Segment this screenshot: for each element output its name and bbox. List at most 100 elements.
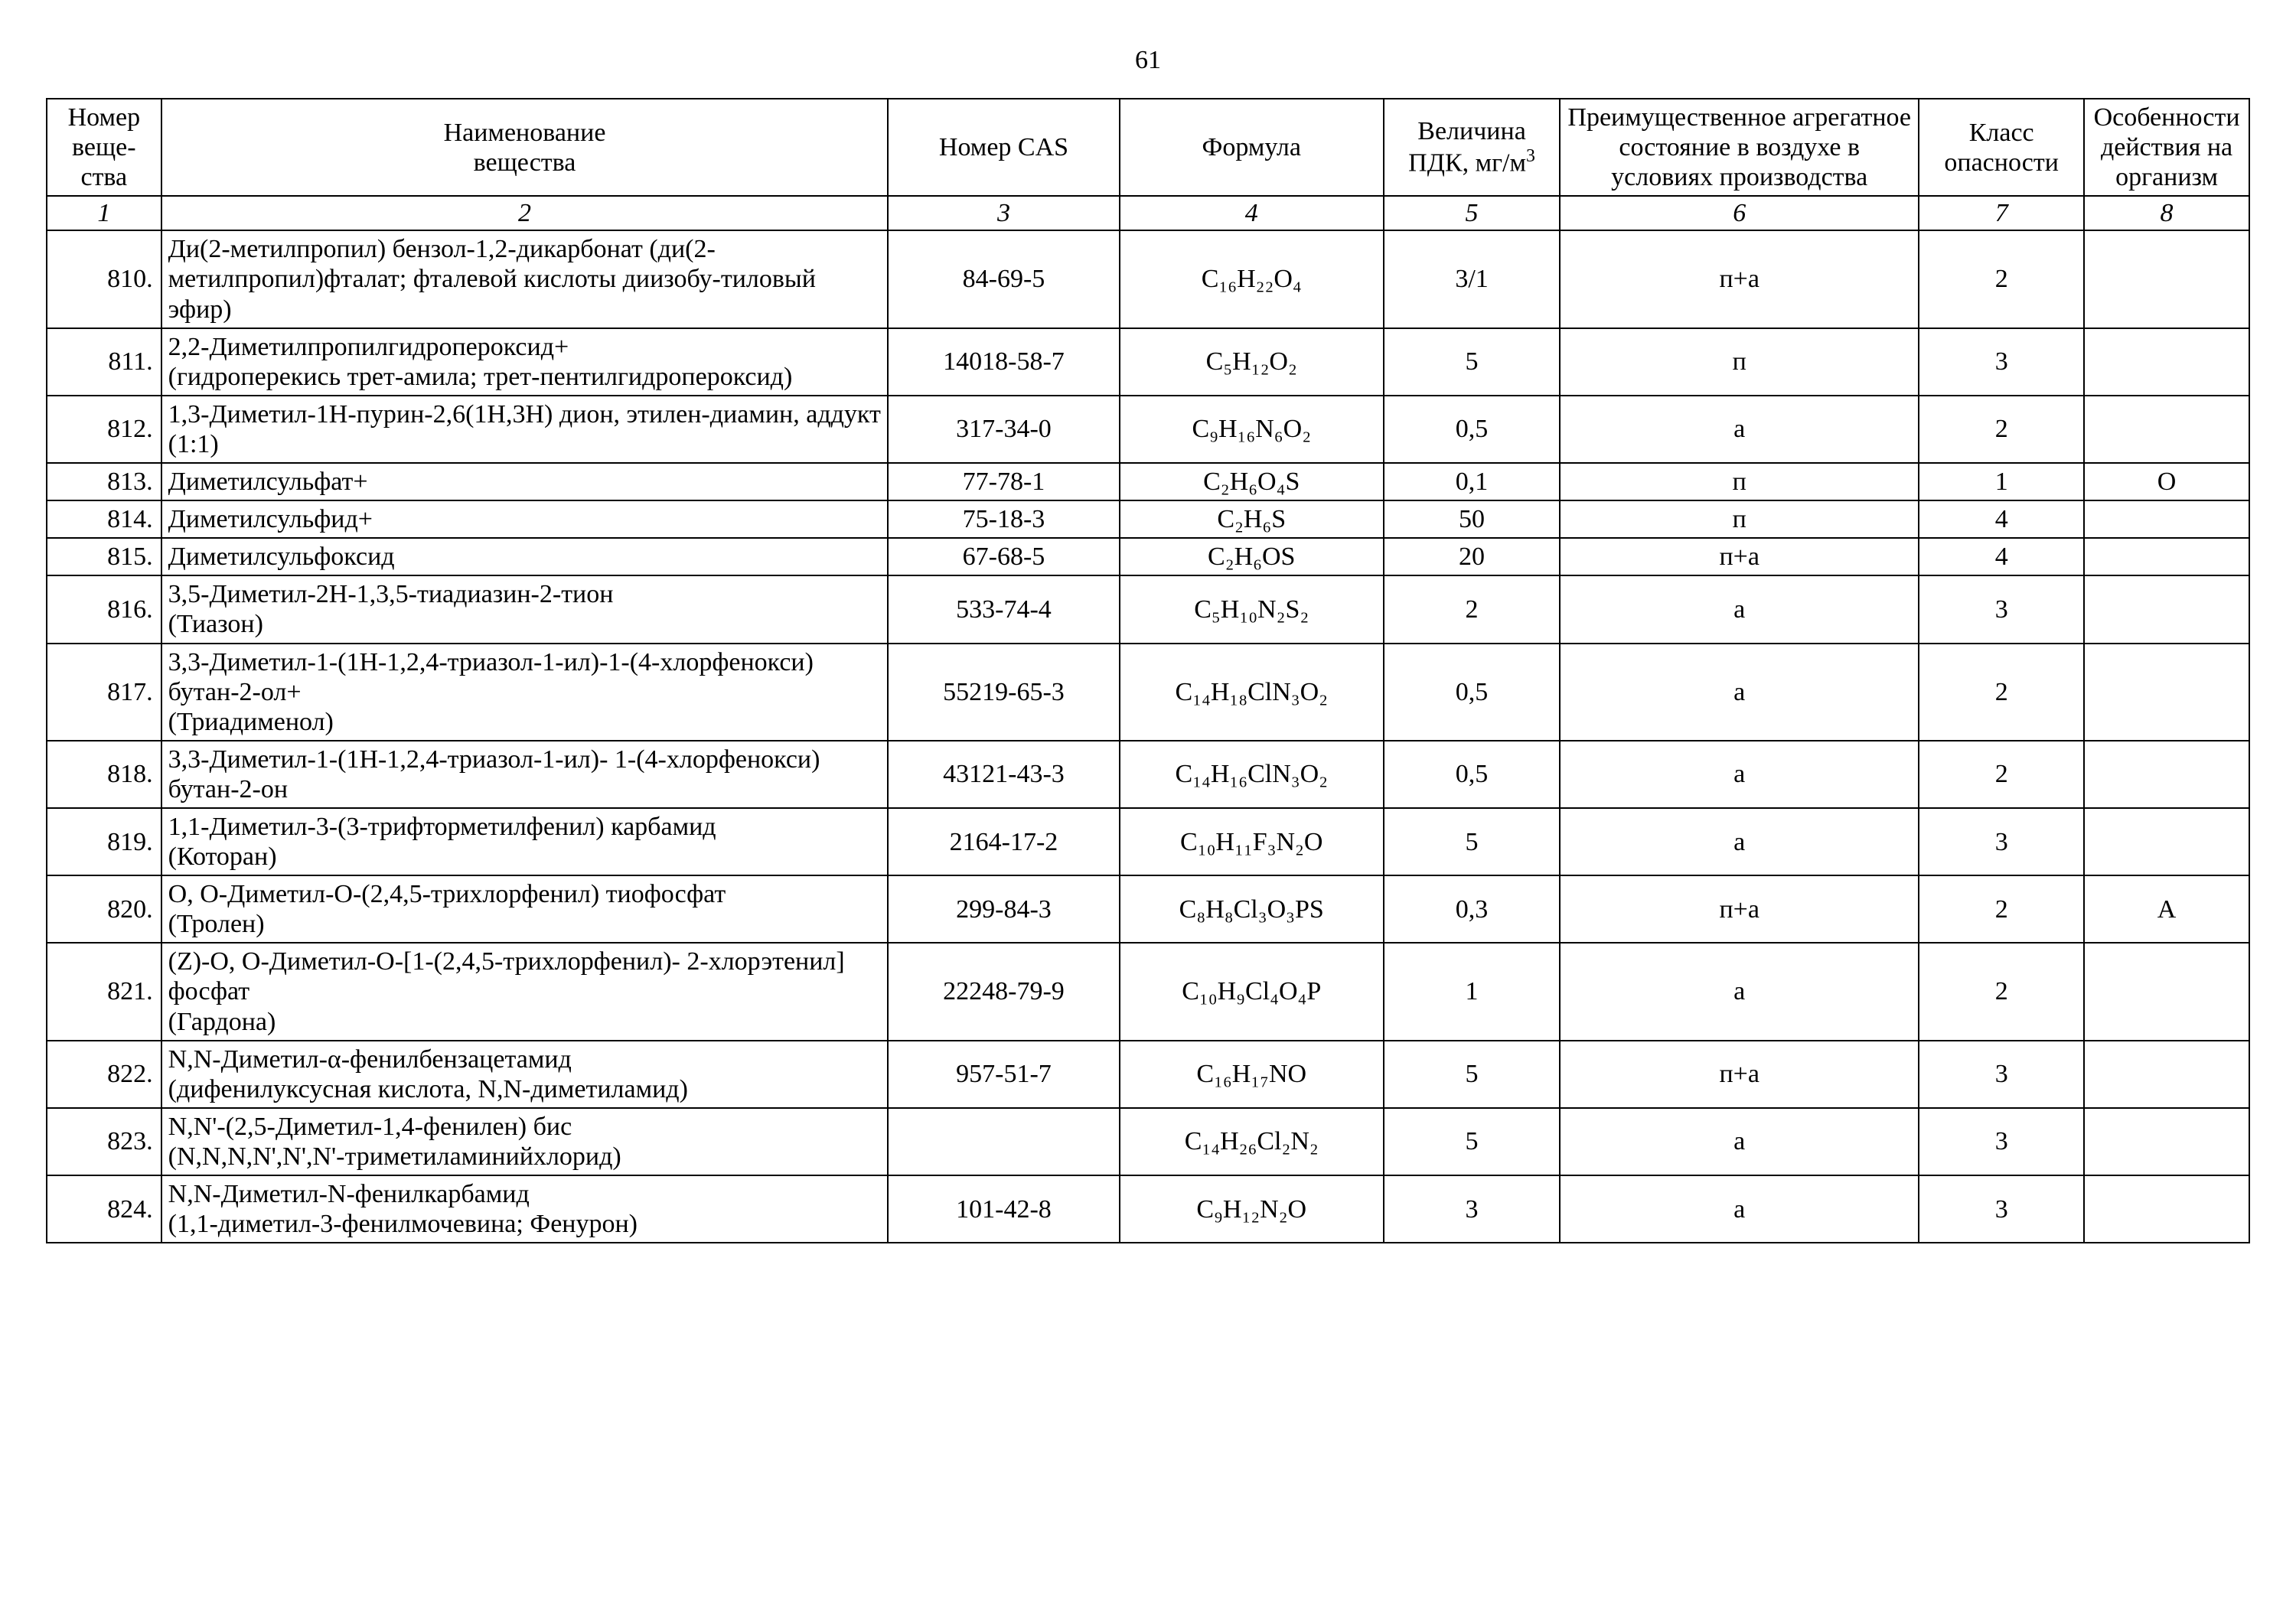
cell-formula: C₁₄H₁₆ClN₃O₂ <box>1120 741 1384 808</box>
cell-cas: 84-69-5 <box>888 230 1119 328</box>
cell-state: а <box>1560 741 1919 808</box>
cell-formula: C₉H₁₆N₆O₂ <box>1120 396 1384 463</box>
cell-state: а <box>1560 644 1919 741</box>
table-row: 814.Диметилсульфид+75-18-3C₂H₆S50п4 <box>47 500 2249 538</box>
table-row: 812.1,3-Диметил-1Н-пурин-2,6(1Н,3Н) дион… <box>47 396 2249 463</box>
cell-num: 815. <box>47 538 161 575</box>
cell-state: п+а <box>1560 538 1919 575</box>
cell-hazard: 4 <box>1919 538 2084 575</box>
cell-pdk: 2 <box>1384 575 1560 643</box>
table-row: 824.N,N-Диметил-N-фенилкарбамид(1,1-диме… <box>47 1175 2249 1243</box>
table-row: 822.N,N-Диметил-α-фенилбензацетамид(дифе… <box>47 1041 2249 1108</box>
cell-pdk: 1 <box>1384 943 1560 1040</box>
cell-name: 3,3-Диметил-1-(1Н-1,2,4-триазол-1-ил)- 1… <box>161 741 889 808</box>
cell-num: 824. <box>47 1175 161 1243</box>
cell-hazard: 2 <box>1919 875 2084 943</box>
table-colnum-cell: 8 <box>2084 196 2249 230</box>
cell-formula: C₉H₁₂N₂O <box>1120 1175 1384 1243</box>
cell-formula: C₂H₆OS <box>1120 538 1384 575</box>
cell-effect <box>2084 1175 2249 1243</box>
substances-table: Номер веще-стваНаименованиевеществаНомер… <box>46 98 2250 1243</box>
cell-name: Диметилсульфид+ <box>161 500 889 538</box>
cell-num: 818. <box>47 741 161 808</box>
cell-hazard: 3 <box>1919 575 2084 643</box>
cell-cas: 317-34-0 <box>888 396 1119 463</box>
table-header-cell: Номер CAS <box>888 99 1119 196</box>
cell-pdk: 3/1 <box>1384 230 1560 328</box>
cell-state: а <box>1560 1175 1919 1243</box>
cell-hazard: 3 <box>1919 808 2084 875</box>
cell-state: п <box>1560 328 1919 396</box>
cell-pdk: 3 <box>1384 1175 1560 1243</box>
cell-pdk: 0,3 <box>1384 875 1560 943</box>
cell-state: а <box>1560 808 1919 875</box>
table-colnum-cell: 1 <box>47 196 161 230</box>
table-row: 810.Ди(2-метилпропил) бензол-1,2-дикарбо… <box>47 230 2249 328</box>
cell-name: (Z)-О, О-Диметил-О-[1-(2,4,5-трихлорфени… <box>161 943 889 1040</box>
table-row: 817.3,3-Диметил-1-(1Н-1,2,4-триазол-1-ил… <box>47 644 2249 741</box>
cell-name: Диметилсульфоксид <box>161 538 889 575</box>
cell-state: а <box>1560 396 1919 463</box>
cell-effect <box>2084 500 2249 538</box>
cell-hazard: 2 <box>1919 741 2084 808</box>
table-colnum-cell: 7 <box>1919 196 2084 230</box>
cell-pdk: 0,5 <box>1384 644 1560 741</box>
table-row: 820.О, О-Диметил-О-(2,4,5-трихлорфенил) … <box>47 875 2249 943</box>
cell-formula: C₁₀H₉Cl₄O₄P <box>1120 943 1384 1040</box>
table-header-cell: Наименованиевещества <box>161 99 889 196</box>
cell-hazard: 3 <box>1919 1175 2084 1243</box>
cell-formula: C₁₄H₁₈ClN₃O₂ <box>1120 644 1384 741</box>
cell-num: 822. <box>47 1041 161 1108</box>
table-header-cell: Особенности действия на организм <box>2084 99 2249 196</box>
cell-num: 813. <box>47 463 161 500</box>
cell-cas: 43121-43-3 <box>888 741 1119 808</box>
cell-state: п+а <box>1560 1041 1919 1108</box>
cell-effect <box>2084 230 2249 328</box>
cell-cas: 957-51-7 <box>888 1041 1119 1108</box>
cell-name: 1,3-Диметил-1Н-пурин-2,6(1Н,3Н) дион, эт… <box>161 396 889 463</box>
cell-name: Диметилсульфат+ <box>161 463 889 500</box>
cell-cas: 299-84-3 <box>888 875 1119 943</box>
cell-hazard: 2 <box>1919 644 2084 741</box>
cell-cas: 75-18-3 <box>888 500 1119 538</box>
cell-effect: О <box>2084 463 2249 500</box>
cell-effect <box>2084 328 2249 396</box>
cell-hazard: 3 <box>1919 1041 2084 1108</box>
table-row: 819.1,1-Диметил-3-(3-трифторметилфенил) … <box>47 808 2249 875</box>
cell-num: 811. <box>47 328 161 396</box>
table-colnum-cell: 4 <box>1120 196 1384 230</box>
cell-formula: C₂H₆S <box>1120 500 1384 538</box>
cell-state: а <box>1560 1108 1919 1175</box>
cell-formula: C₁₆H₁₇NO <box>1120 1041 1384 1108</box>
cell-state: а <box>1560 943 1919 1040</box>
cell-effect <box>2084 741 2249 808</box>
cell-state: п <box>1560 500 1919 538</box>
cell-name: 2,2-Диметилпропилгидропероксид+(гидропер… <box>161 328 889 396</box>
cell-hazard: 2 <box>1919 230 2084 328</box>
cell-cas: 2164-17-2 <box>888 808 1119 875</box>
table-colnum-cell: 5 <box>1384 196 1560 230</box>
cell-pdk: 0,1 <box>1384 463 1560 500</box>
cell-num: 816. <box>47 575 161 643</box>
cell-state: п+а <box>1560 875 1919 943</box>
cell-num: 819. <box>47 808 161 875</box>
cell-num: 823. <box>47 1108 161 1175</box>
cell-effect <box>2084 808 2249 875</box>
cell-name: Ди(2-метилпропил) бензол-1,2-дикарбонат … <box>161 230 889 328</box>
cell-effect <box>2084 644 2249 741</box>
table-row: 815.Диметилсульфоксид67-68-5C₂H₆OS20п+а4 <box>47 538 2249 575</box>
page: 61 Номер веще-стваНаименованиевеществаНо… <box>0 0 2296 1623</box>
cell-cas: 14018-58-7 <box>888 328 1119 396</box>
cell-num: 810. <box>47 230 161 328</box>
table-colnum-row: 12345678 <box>47 196 2249 230</box>
cell-state: п <box>1560 463 1919 500</box>
cell-effect <box>2084 1041 2249 1108</box>
cell-pdk: 0,5 <box>1384 741 1560 808</box>
cell-cas: 22248-79-9 <box>888 943 1119 1040</box>
cell-pdk: 50 <box>1384 500 1560 538</box>
table-header-cell: Формула <box>1120 99 1384 196</box>
cell-name: О, О-Диметил-О-(2,4,5-трихлорфенил) тиоф… <box>161 875 889 943</box>
cell-num: 820. <box>47 875 161 943</box>
table-row: 813.Диметилсульфат+77-78-1C₂H₆O₄S0,1п1О <box>47 463 2249 500</box>
table-header-cell: Преимущественное агрегатное состояние в … <box>1560 99 1919 196</box>
